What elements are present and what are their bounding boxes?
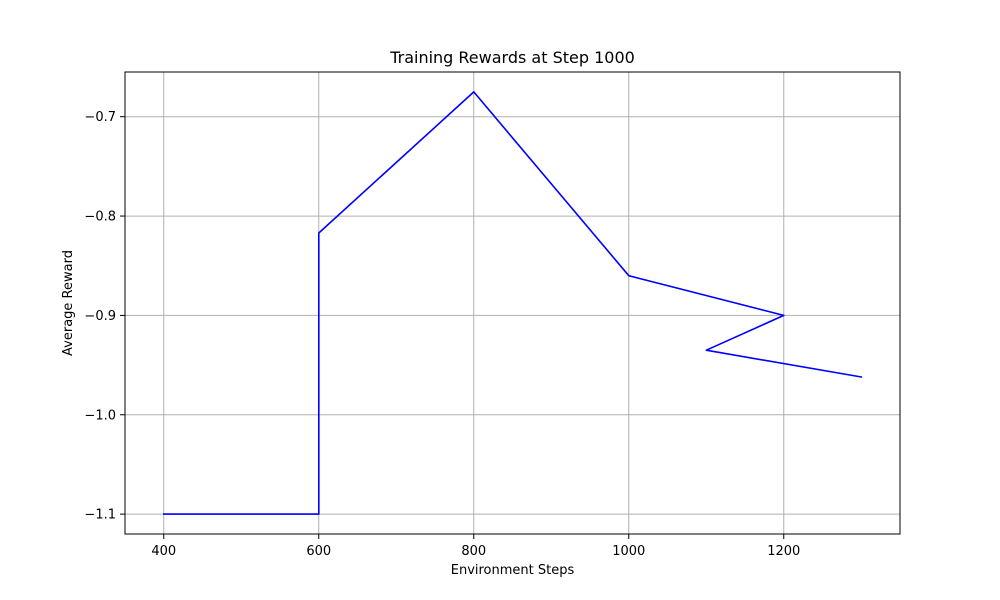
y-tick-label: −0.9 (84, 309, 116, 324)
x-tick-label: 600 (306, 544, 331, 559)
y-axis-label: Average Reward (61, 250, 76, 356)
data-series (163, 91, 863, 515)
y-tick-label: −0.8 (84, 210, 116, 225)
y-axis: −1.1 −1.0 −0.9 −0.8 −0.7 (84, 110, 125, 523)
x-tick-label: 1200 (767, 544, 800, 559)
y-tick-label: −1.1 (84, 508, 116, 523)
y-tick-label: −1.0 (84, 408, 116, 423)
x-tick-label: 1000 (612, 544, 645, 559)
x-tick-label: 400 (151, 544, 176, 559)
x-axis: 400 600 800 1000 1200 (151, 534, 800, 559)
chart-title: Training Rewards at Step 1000 (389, 48, 635, 67)
x-tick-label: 800 (461, 544, 486, 559)
plot-frame (124, 71, 901, 535)
y-tick-label: −0.7 (84, 110, 116, 125)
series-line (163, 91, 863, 515)
x-axis-label: Environment Steps (451, 563, 575, 578)
